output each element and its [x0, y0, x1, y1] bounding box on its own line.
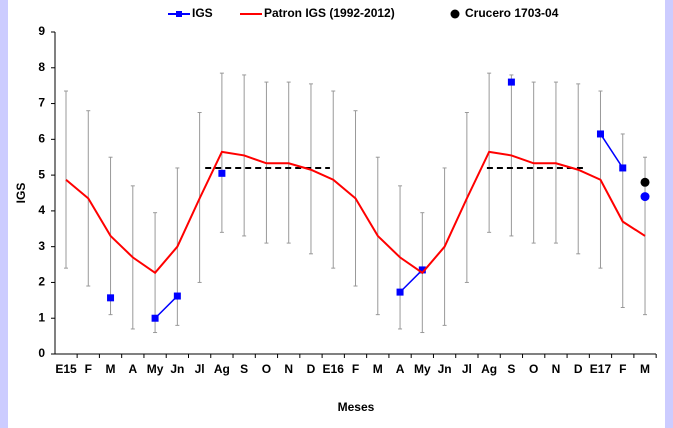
y-tick-label: 5 — [38, 167, 45, 181]
x-tick-label: F — [619, 362, 626, 376]
x-tick-label: Jn — [170, 362, 184, 376]
y-tick-label: 9 — [38, 24, 45, 38]
legend-marker — [176, 11, 182, 17]
series-line — [599, 133, 624, 169]
x-tick-label: Jl — [195, 362, 205, 376]
x-tick-label: M — [106, 362, 116, 376]
x-tick-label: S — [240, 362, 248, 376]
legend-marker — [450, 9, 460, 19]
x-tick-label: F — [352, 362, 359, 376]
x-tick-label: A — [396, 362, 405, 376]
x-tick-label: A — [128, 362, 137, 376]
y-tick-label: 2 — [38, 275, 45, 289]
point — [418, 266, 426, 274]
point — [173, 292, 181, 300]
series-line — [154, 295, 178, 319]
x-tick-label: Ag — [214, 362, 230, 376]
x-tick-label: E16 — [323, 362, 345, 376]
point — [396, 288, 404, 296]
y-tick-label: 1 — [38, 310, 45, 324]
y-axis-label: IGS — [14, 183, 28, 204]
y-tick-label: 7 — [38, 96, 45, 110]
x-tick-label: Jn — [438, 362, 452, 376]
point — [619, 164, 627, 172]
legend-label: IGS — [192, 6, 213, 20]
x-axis-label: Meses — [338, 400, 375, 414]
y-tick-label: 4 — [38, 203, 45, 217]
y-tick-label: 3 — [38, 239, 45, 253]
x-tick-label: S — [507, 362, 515, 376]
point — [107, 294, 115, 302]
point — [218, 169, 226, 177]
y-tick-label: 6 — [38, 132, 45, 146]
point — [507, 78, 515, 86]
x-tick-label: F — [85, 362, 92, 376]
series-line — [399, 269, 423, 293]
x-tick-label: O — [262, 362, 271, 376]
x-tick-label: My — [147, 362, 164, 376]
point — [640, 192, 650, 202]
x-tick-label: My — [414, 362, 431, 376]
legend-label: Patron IGS (1992-2012) — [264, 6, 395, 20]
x-tick-label: M — [640, 362, 650, 376]
x-tick-label: Jl — [462, 362, 472, 376]
y-tick-label: 0 — [38, 346, 45, 360]
x-tick-label: Ag — [481, 362, 497, 376]
x-tick-label: O — [529, 362, 538, 376]
point — [151, 314, 159, 322]
x-tick-label: N — [284, 362, 293, 376]
series-line — [65, 150, 646, 275]
point — [640, 177, 650, 187]
x-tick-label: N — [552, 362, 561, 376]
x-tick-label: D — [574, 362, 583, 376]
point — [596, 130, 604, 138]
legend-label: Crucero 1703-04 — [465, 6, 559, 20]
x-tick-label: D — [307, 362, 316, 376]
y-tick-label: 8 — [38, 60, 45, 74]
x-tick-label: M — [373, 362, 383, 376]
x-tick-label: E15 — [55, 362, 77, 376]
x-tick-label: E17 — [590, 362, 612, 376]
